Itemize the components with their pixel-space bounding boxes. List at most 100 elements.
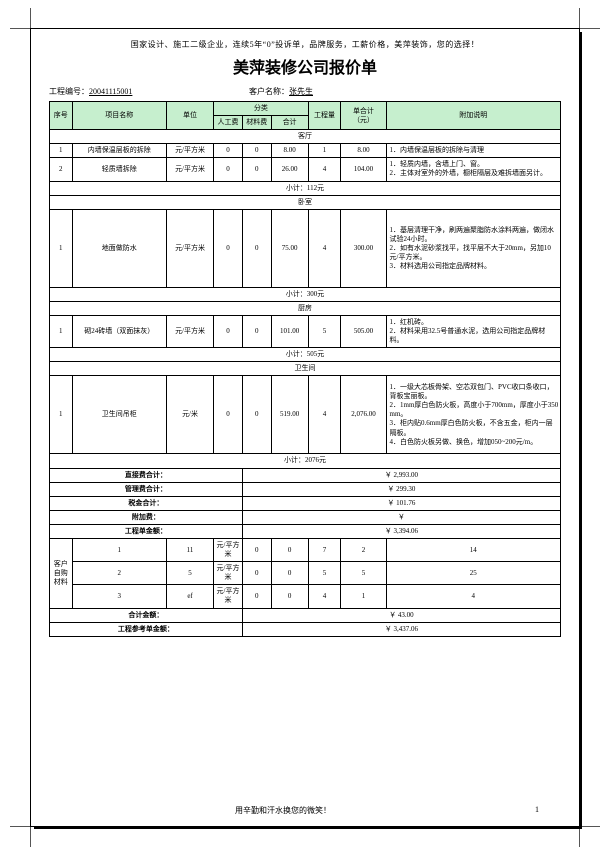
bottom-label: 合计金额： [50,608,243,622]
col-unit: 单位 [166,102,213,130]
table-cell: 砌24砖墙（双面抹灰） [72,315,166,347]
table-cell: 0 [242,158,271,181]
table-cell: 101.00 [271,315,308,347]
table-cell: 元/平方米 [166,315,213,347]
table-cell: 1 [50,144,73,158]
table-cell: 元/平方米 [166,144,213,158]
bottom-value: ￥ 43.00 [242,608,560,622]
table-cell: 7 [308,538,341,561]
crop-mark [10,826,30,827]
table-cell: 5 [341,562,386,585]
table-cell: 11 [166,538,213,561]
table-cell: ef [166,585,213,608]
col-qty: 工程量 [308,102,341,130]
table-cell: 5 [308,562,341,585]
col-unit-total: 单合计（元） [341,102,386,130]
banner-text: 国家设计、施工二级企业，连续5年“0”投诉单，品牌服务，工薪价格，美萍装饰，您的… [49,39,561,50]
table-cell: 元/平方米 [214,585,243,608]
crop-mark [580,28,600,29]
notes-cell: 1．一级大芯板骨架、空芯双包门、PVC收口条收口，背板宝丽板。2．1mm厚白色防… [386,376,560,454]
crop-mark [579,8,580,28]
table-cell: 卫生间吊柜 [72,376,166,454]
table-cell: 0 [271,538,308,561]
col-material: 材料费 [242,116,271,130]
table-cell: 26.00 [271,158,308,181]
bottom-value: ￥ 3,437.06 [242,622,560,636]
table-cell: 4 [386,585,560,608]
table-cell: 3 [72,585,166,608]
table-cell: 元/平方米 [214,538,243,561]
summary-label: 税金合计： [50,496,243,510]
table-cell: 0 [214,144,243,158]
col-sum: 合计 [271,116,308,130]
table-cell: 0 [242,209,271,287]
table-cell: 4 [308,209,341,287]
table-cell: 0 [242,562,271,585]
col-notes: 附加说明 [386,102,560,130]
table-cell: 0 [242,315,271,347]
table-cell: 1 [72,538,166,561]
table-cell: 0 [242,144,271,158]
customer-label: 客户名称： [249,87,289,96]
table-cell: 2 [50,158,73,181]
table-cell: 0 [214,158,243,181]
table-cell: 轻质墙拆除 [72,158,166,181]
footer-text: 用辛勤和汗水换您的微笑！ [31,805,535,816]
summary-value: ￥ [242,510,560,524]
summary-label: 工程单金额： [50,524,243,538]
summary-label: 附加费： [50,510,243,524]
col-item: 项目名称 [72,102,166,130]
table-cell: 75.00 [271,209,308,287]
table-cell: 14 [386,538,560,561]
crop-mark [579,827,580,847]
page: 国家设计、施工二级企业，连续5年“0”投诉单，品牌服务，工薪价格，美萍装饰，您的… [0,0,610,855]
table-cell: 519.00 [271,376,308,454]
table-cell: 0 [271,585,308,608]
document-title: 美萍装修公司报价单 [49,54,561,78]
summary-label: 直接费合计： [50,468,243,482]
table-cell: 0 [271,562,308,585]
summary-value: ￥ 101.76 [242,496,560,510]
col-labor: 人工费 [214,116,243,130]
table-cell: 1 [50,209,73,287]
project-no-label: 工程编号： [49,87,89,96]
table-cell: 0 [214,315,243,347]
section-header: 卧室 [50,195,561,209]
table-cell: 1 [341,585,386,608]
subtotal-row: 小计：300元 [50,287,561,301]
col-category: 分类 [214,102,308,116]
notes-cell: 1．红机砖。2．材料采用32.5号普通水泥，选用公司指定品牌材料。 [386,315,560,347]
summary-value: ￥ 299.30 [242,482,560,496]
crop-mark [30,827,31,847]
table-cell: 元/平方米 [166,158,213,181]
table-cell: 300.00 [341,209,386,287]
table-cell: 1 [50,376,73,454]
subtotal-row: 小计：112元 [50,181,561,195]
summary-value: ￥ 2,993.00 [242,468,560,482]
table-cell: 元/平方米 [214,562,243,585]
section-header: 卫生间 [50,362,561,376]
col-seq: 序号 [50,102,73,130]
cust-materials-label: 客户自购材料 [50,538,73,608]
crop-mark [30,8,31,28]
crop-mark [580,826,600,827]
table-cell: 地面做防水 [72,209,166,287]
table-cell: 2 [72,562,166,585]
table-cell: 5 [308,315,341,347]
bottom-label: 工程参考单金额： [50,622,243,636]
quote-table: 序号 项目名称 单位 分类 工程量 单合计（元） 附加说明 人工费 材料费 合计… [49,101,561,637]
subtotal-row: 小计：505元 [50,348,561,362]
subtotal-row: 小计：2076元 [50,454,561,468]
table-cell: 0 [214,376,243,454]
table-cell: 4 [308,158,341,181]
table-cell: 0 [242,538,271,561]
project-no: 20041115001 [89,87,132,96]
table-cell: 0 [242,585,271,608]
table-cell: 2,076.00 [341,376,386,454]
notes-cell: 1．轻质内墙，含墙上门、窗。2．主体对室外的外墙，橱柜隔层及难拆墙面另计。 [386,158,560,181]
table-cell: 0 [242,376,271,454]
table-cell: 元/平方米 [166,209,213,287]
table-cell: 5 [166,562,213,585]
summary-value: ￥ 3,394.06 [242,524,560,538]
table-cell: 1 [308,144,341,158]
